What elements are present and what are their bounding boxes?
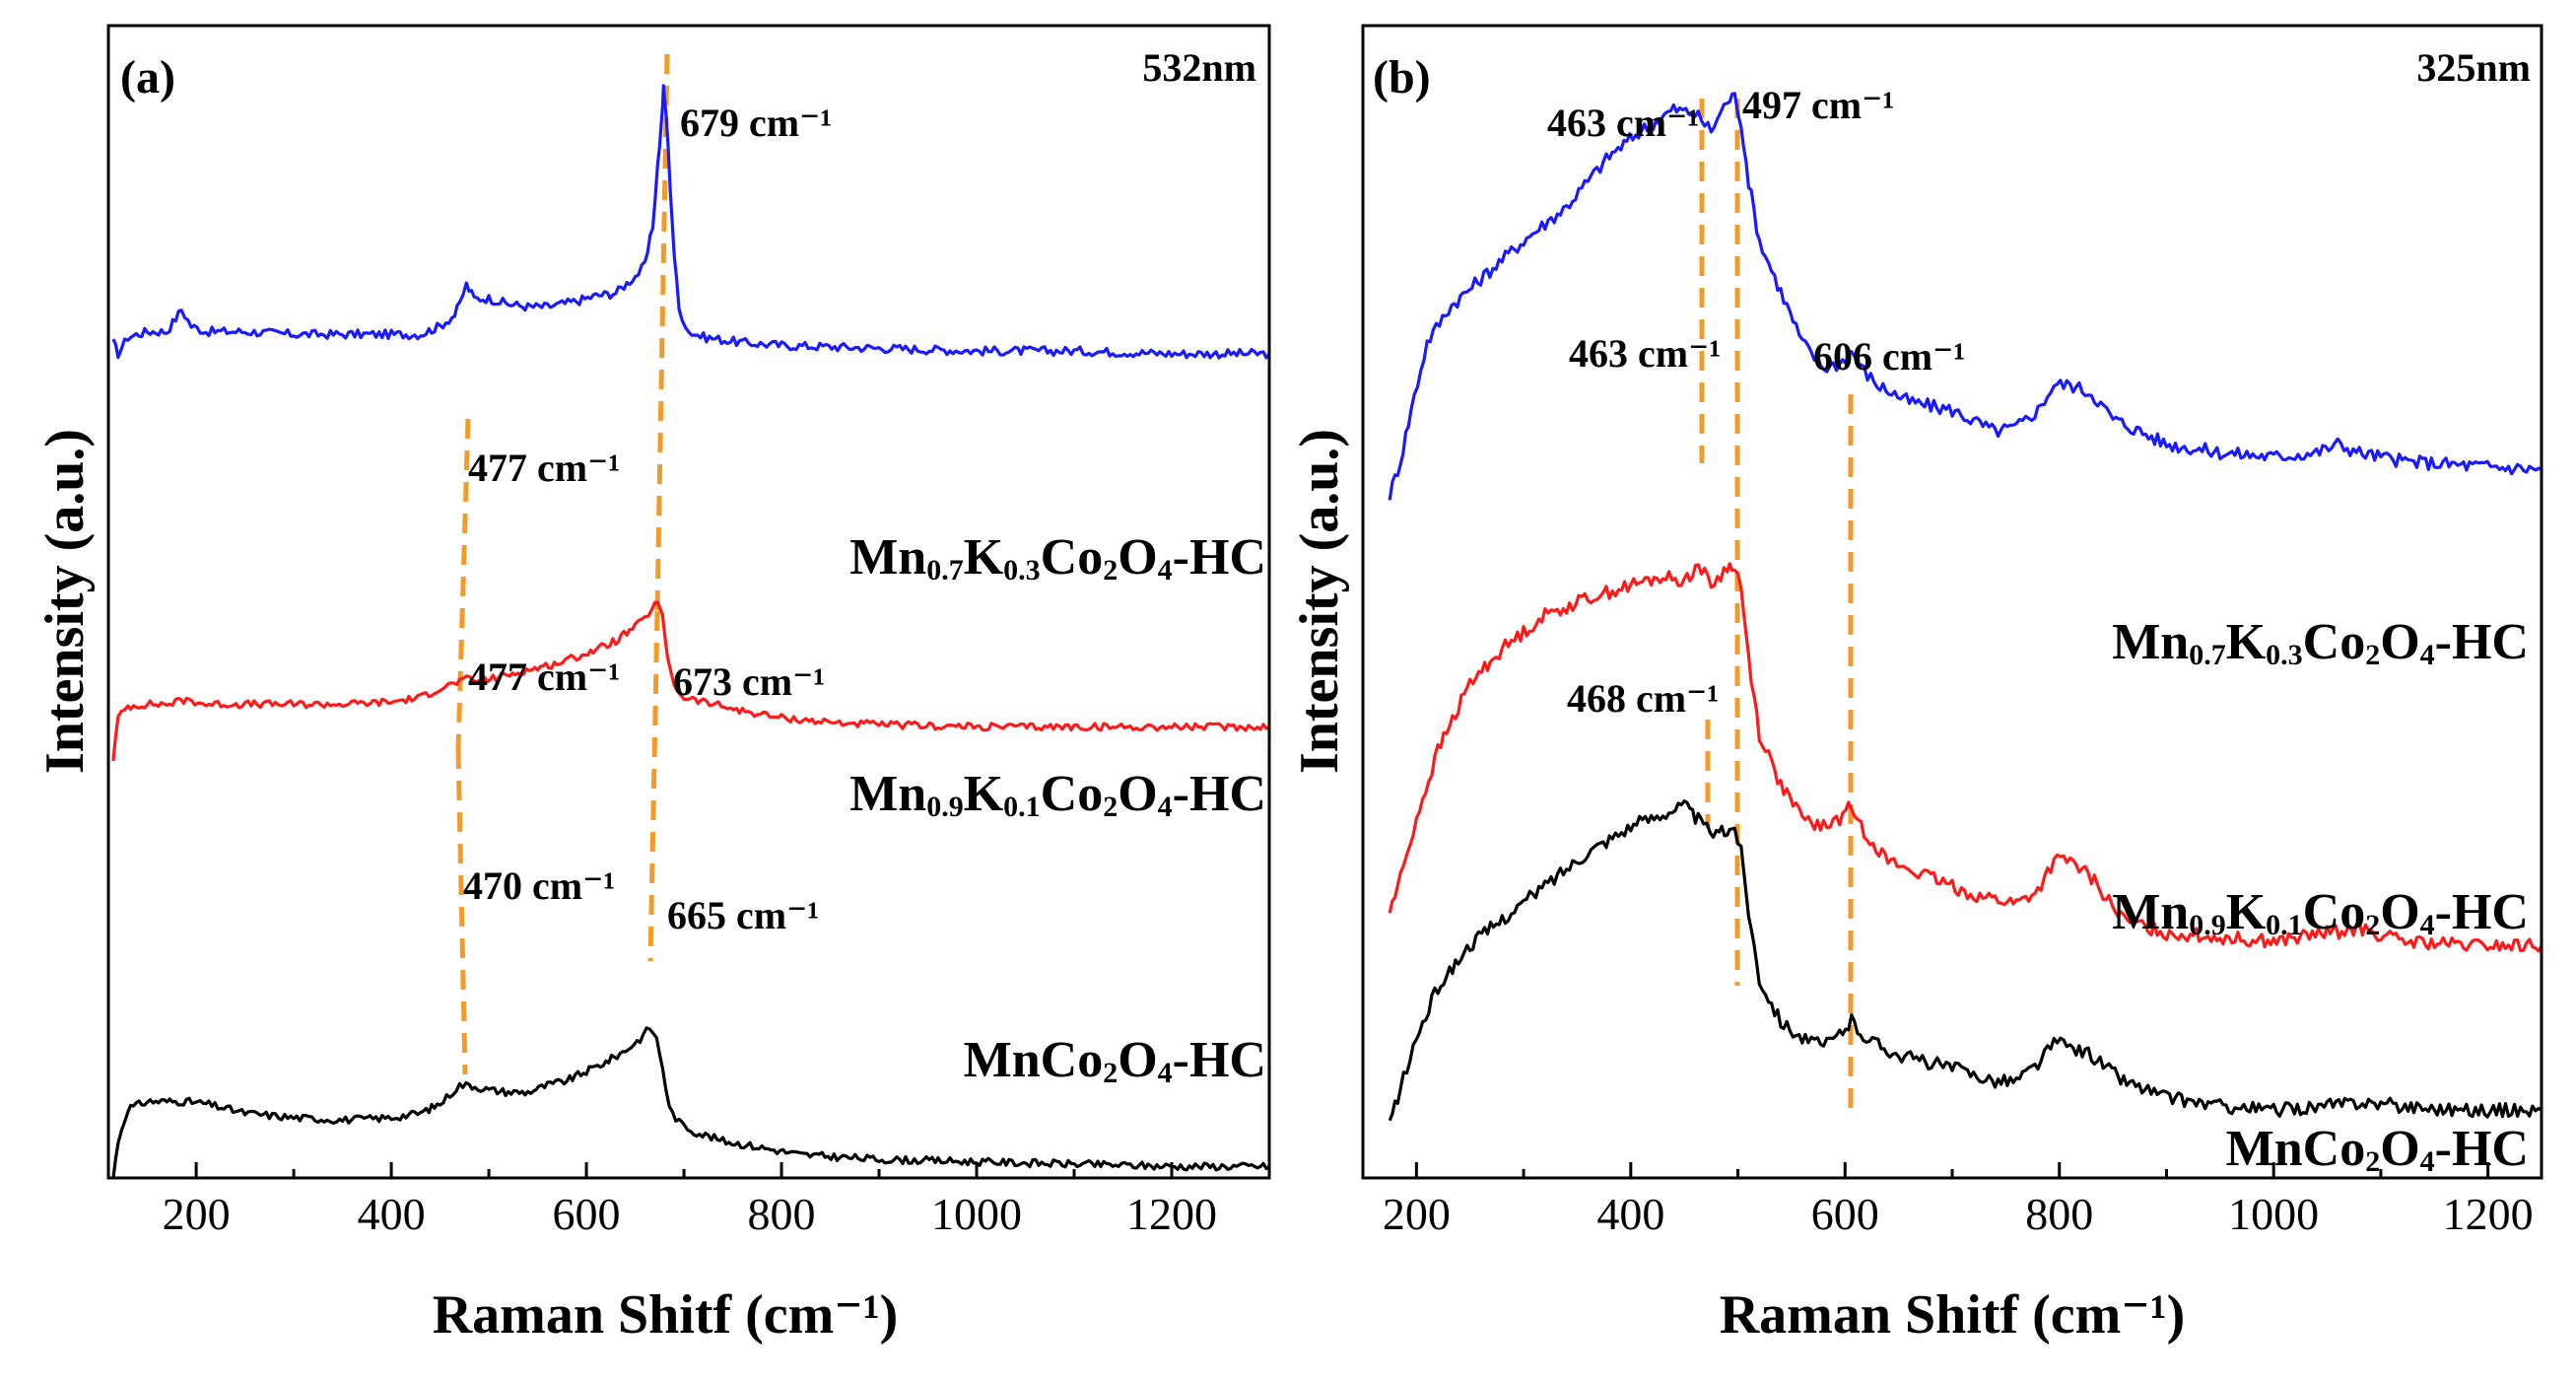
panel-a-tick-label-200: 200 [163,1189,231,1239]
panel-b-peak-label-497: 497 cm⁻¹ [1742,83,1894,127]
panel-a-series-label-mnco: MnCo2O4-HC [964,1032,1266,1089]
panel-b-tick-label-400: 400 [1596,1189,1664,1239]
panel-b-x-axis-label: Raman Shitf (cm⁻¹) [1720,1284,2186,1346]
panel-a-excitation-wavelength: 532nm [1142,45,1256,90]
panel-a-plot-frame [106,24,1271,1180]
panel-a-peak-markers [455,53,670,1075]
panel-a-peak-label-470: 470 cm⁻¹ [463,863,615,908]
panel-a-peak-label-477-top: 477 cm⁻¹ [468,446,620,490]
panel-b-trace-mnco [1388,799,2542,1122]
panel-a-marker-477-lower [455,748,468,1075]
panel-a-peak-label-665: 665 cm⁻¹ [667,893,819,937]
panel-b-peak-label-606: 606 cm⁻¹ [1813,334,1965,379]
panel-b-series-label-mn07: Mn0.7K0.3Co2O4-HC [2112,614,2529,671]
panel-a-y-axis-label: Intensity (a.u.) [34,429,96,774]
panel-b-tick-label-1000: 1000 [2228,1189,2319,1239]
panel-a-series-label-mn09: Mn0.9K0.1Co2O4-HC [849,766,1266,823]
panel-b: 200 400 600 800 1000 1200 (b) 325nm 463 cm⁻¹ … [1289,24,2543,1346]
panel-b-peak-label-463-top: 463 cm⁻¹ [1547,101,1699,145]
panel-b-series-label-mnco: MnCo2O4-HC [2226,1121,2529,1178]
panel-b-excitation-wavelength: 325nm [2416,45,2531,90]
panel-a-tick-label-1000: 1000 [931,1189,1022,1239]
panel-a-x-axis-label: Raman Shitf (cm⁻¹) [433,1284,899,1346]
panel-a-peak-label-679: 679 cm⁻¹ [680,101,832,145]
panel-b-tick-label-800: 800 [2025,1189,2093,1239]
panel-b-peak-markers [1699,99,1854,1114]
panel-b-trace-mn09 [1388,562,2543,953]
panel-a-x-ticks: 200 400 600 800 1000 1200 [163,1162,1271,1239]
panel-b-peak-label-468: 468 cm⁻¹ [1567,676,1719,721]
panel-a-tick-label-800: 800 [748,1189,816,1239]
panel-b-label: (b) [1373,51,1431,104]
panel-a-marker-477-upper [455,418,471,750]
panel-a-trace-mnco [111,1026,1270,1179]
panel-a-series-label-mn07: Mn0.7K0.3Co2O4-HC [849,529,1266,587]
panel-a-peak-label-673: 673 cm⁻¹ [673,659,825,704]
panel-a: 200 400 600 800 1000 1200 (a) 532nm 679 cm⁻¹ … [34,24,1271,1346]
panel-b-traces [1388,92,2543,1122]
panel-b-series-label-mn09: Mn0.9K0.1Co2O4-HC [2112,884,2529,941]
panel-a-tick-label-600: 600 [553,1189,621,1239]
panel-a-marker-673-665 [647,610,660,962]
panel-b-trace-mn07 [1388,92,2542,501]
panel-a-tick-label-1200: 1200 [1126,1189,1217,1239]
panel-b-tick-label-1200: 1200 [2443,1189,2534,1239]
panel-a-trace-mn09 [111,600,1270,762]
panel-b-x-ticks: 200 400 600 800 1000 1200 [1383,1162,2534,1239]
panel-b-tick-label-600: 600 [1811,1189,1879,1239]
panel-a-trace-mn07 [111,84,1271,360]
panel-b-plot-frame [1361,24,2543,1180]
panel-a-tick-label-400: 400 [358,1189,426,1239]
panel-b-y-axis-label: Intensity (a.u.) [1289,429,1350,774]
panel-b-tick-label-200: 200 [1383,1189,1451,1239]
panel-a-traces [111,84,1271,1179]
panel-b-peak-label-463-mid: 463 cm⁻¹ [1569,331,1721,376]
panel-a-label: (a) [120,51,175,104]
panel-a-peak-label-477-mid: 477 cm⁻¹ [468,655,620,699]
